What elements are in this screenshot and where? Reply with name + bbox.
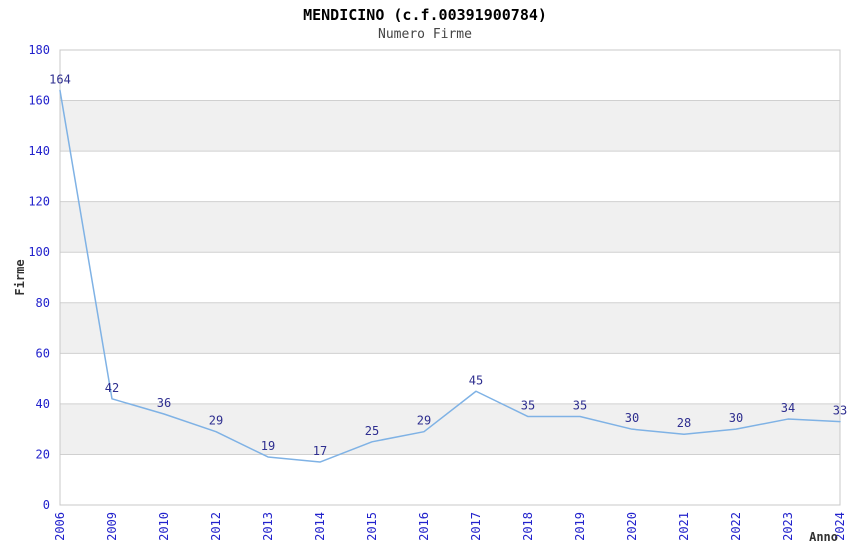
y-tick-label: 0 — [43, 498, 50, 512]
value-label: 28 — [677, 416, 691, 430]
x-tick-label: 2009 — [105, 512, 119, 541]
x-tick-label: 2006 — [53, 512, 67, 541]
background-band — [60, 100, 840, 152]
x-tick-label: 2019 — [573, 512, 587, 541]
background-band — [60, 454, 840, 505]
value-label: 29 — [209, 414, 223, 428]
x-tick-label: 2012 — [209, 512, 223, 541]
x-tick-label: 2021 — [677, 512, 691, 541]
value-label: 17 — [313, 444, 327, 458]
y-axis-tick-labels: 0 20 40 60 80 100 120 140 160 180 — [28, 43, 50, 512]
x-tick-label: 2013 — [261, 512, 275, 541]
y-tick-label: 160 — [28, 94, 50, 108]
x-tick-label: 2015 — [365, 512, 379, 541]
value-label: 25 — [365, 424, 379, 438]
y-tick-label: 180 — [28, 43, 50, 57]
y-tick-label: 120 — [28, 195, 50, 209]
x-tick-label: 2017 — [469, 512, 483, 541]
data-point-value-labels: 164 42 36 29 19 17 25 29 45 35 35 30 28 30 34 33 — [49, 72, 847, 458]
background-band — [60, 302, 840, 354]
value-label: 29 — [417, 414, 431, 428]
value-label: 30 — [625, 411, 639, 425]
chart-title: MENDICINO (c.f.00391900784) — [303, 6, 547, 24]
y-tick-label: 60 — [36, 346, 50, 360]
x-tick-label: 2010 — [157, 512, 171, 541]
background-band — [60, 151, 840, 202]
plot-background-bands — [60, 50, 840, 505]
background-band — [60, 353, 840, 404]
x-tick-label: 2022 — [729, 512, 743, 541]
value-label: 19 — [261, 439, 275, 453]
x-tick-label: 2024 — [833, 512, 847, 541]
chart-subtitle: Numero Firme — [378, 27, 472, 42]
plot-gridlines — [60, 49, 840, 506]
x-tick-label: 2020 — [625, 512, 639, 541]
y-axis-title: Firme — [13, 259, 27, 295]
background-band — [60, 50, 840, 101]
value-label: 45 — [469, 373, 483, 387]
y-tick-label: 100 — [28, 245, 50, 259]
value-label: 33 — [833, 404, 847, 418]
value-label: 42 — [105, 381, 119, 395]
value-label: 35 — [573, 399, 587, 413]
x-tick-label: 2018 — [521, 512, 535, 541]
background-band — [60, 252, 840, 303]
value-label: 164 — [49, 72, 71, 86]
value-label: 34 — [781, 401, 795, 415]
plot-border — [59, 49, 841, 506]
background-band — [60, 201, 840, 253]
y-tick-label: 140 — [28, 144, 50, 158]
x-axis-title: Anno — [809, 530, 838, 544]
value-label: 30 — [729, 411, 743, 425]
y-tick-label: 80 — [36, 296, 50, 310]
x-tick-label: 2023 — [781, 512, 795, 541]
value-label: 36 — [157, 396, 171, 410]
x-axis-tick-labels: 2006 2009 2010 2012 2013 2014 2015 2016 2017 2018… — [53, 512, 847, 541]
x-tick-label: 2016 — [417, 512, 431, 541]
y-tick-label: 20 — [36, 447, 50, 461]
series-line-numero-firme — [59, 89, 841, 463]
value-label: 35 — [521, 399, 535, 413]
x-tick-label: 2014 — [313, 512, 327, 541]
y-tick-label: 40 — [36, 397, 50, 411]
